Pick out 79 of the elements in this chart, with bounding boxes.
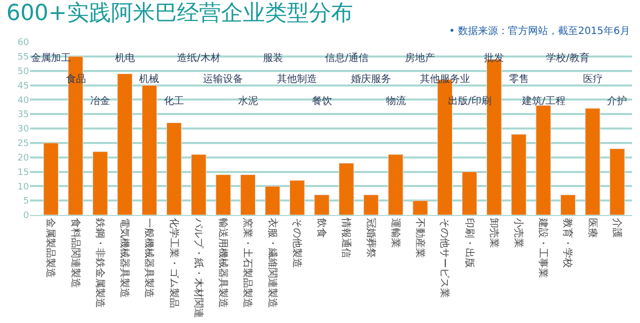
chart-title: 600+实践阿米巴经营企业类型分布 <box>6 1 353 26</box>
bar <box>462 172 478 215</box>
bar <box>412 200 428 215</box>
bar <box>216 174 231 215</box>
bar <box>314 194 330 215</box>
x-tick-label: 化学工業・ゴム製品 <box>168 218 180 308</box>
bar <box>610 148 625 215</box>
annotation: 房地产 <box>405 52 435 64</box>
y-tick-label: 50 <box>18 66 30 77</box>
annotation: 机械 <box>139 73 159 85</box>
annotation: 水泥 <box>238 95 258 107</box>
bar <box>191 154 206 215</box>
y-tick-label: 15 <box>18 168 29 178</box>
x-tick-label: その他製造 <box>290 218 303 268</box>
bar <box>166 122 182 215</box>
bar <box>117 73 132 215</box>
x-tick-label: 印刷・出版 <box>463 218 476 268</box>
annotation: 机电 <box>115 52 135 64</box>
bar <box>92 151 108 215</box>
annotation: 造纸/木材 <box>177 52 220 64</box>
y-tick-label: 25 <box>18 139 29 150</box>
y-tick-label: 40 <box>18 96 30 106</box>
annotation: 物流 <box>386 95 406 107</box>
x-tick-label: 建設・工事業 <box>537 217 550 278</box>
x-tick-label: 介護 <box>610 218 623 238</box>
x-tick-label: その他サービス業 <box>438 218 451 298</box>
annotation: 婚庆服务 <box>351 73 391 85</box>
y-tick-label: 5 <box>23 196 29 207</box>
annotation: 学校/教育 <box>546 52 590 64</box>
y-tick-label: 0 <box>23 211 30 222</box>
x-tick-label: 情報通信 <box>340 217 352 258</box>
bar <box>560 194 576 215</box>
x-tick-label: 金属製品製造 <box>44 218 57 278</box>
y-tick-label: 30 <box>18 124 30 135</box>
bar <box>264 186 280 215</box>
y-tick-label: 60 <box>18 38 30 48</box>
x-tick-label: 一般機械器具製造 <box>143 218 156 298</box>
annotation: 零售 <box>509 73 529 85</box>
x-tick-label: 電気機械器具製造 <box>118 218 131 298</box>
annotation: 运输设备 <box>203 73 243 85</box>
bar <box>363 194 379 215</box>
bar <box>43 142 59 215</box>
y-tick-label: 20 <box>18 153 30 164</box>
bar <box>511 134 526 215</box>
bar <box>338 162 354 215</box>
y-tick-label: 10 <box>18 182 30 192</box>
annotation: 其他制造 <box>277 73 317 85</box>
x-tick-label: 不動産業 <box>414 218 426 258</box>
bar <box>290 180 305 215</box>
x-tick-label: 医療 <box>586 218 598 238</box>
x-tick-label: 運輸業 <box>389 218 402 248</box>
annotation: 建筑/工程 <box>521 95 566 107</box>
annotation: 服装 <box>263 52 283 64</box>
bar <box>240 174 256 215</box>
bar <box>584 108 600 215</box>
annotation: 餐饮 <box>312 95 332 107</box>
text: • 数据来源：官方网站，截至2015年6月 <box>449 25 630 37</box>
x-tick-label: 鉄鋼・非鉄金属製造 <box>94 218 106 308</box>
x-tick-label: 輸送用機械器具製造 <box>217 218 230 308</box>
x-tick-label: 飲食 <box>316 218 328 238</box>
x-tick-label: 卸売業 <box>488 218 500 248</box>
y-tick-label: 35 <box>18 110 29 120</box>
annotation: 医疗 <box>583 73 603 85</box>
annotation: 冶金 <box>90 95 110 107</box>
bar <box>536 105 551 215</box>
x-tick-label: 食料品関連製造 <box>69 218 82 288</box>
bar <box>142 85 158 215</box>
x-tick-label: 冠婚葬祭 <box>364 218 377 258</box>
annotation: 化工 <box>164 95 184 107</box>
y-tick-label: 55 <box>18 52 29 63</box>
y-tick-label: 45 <box>18 81 29 92</box>
annotation: 介护 <box>607 95 627 107</box>
x-tick-label: 衣服・繊維関連製造 <box>266 218 278 308</box>
x-tick-label: 小売業 <box>512 218 524 248</box>
bar <box>388 154 404 215</box>
x-tick-label: 教育・学校 <box>562 218 574 268</box>
x-tick-label: パルプ・紙・木材関連 <box>192 217 204 318</box>
annotation: 信息/通信 <box>325 52 368 64</box>
x-tick-label: 窯業・土石製品製造 <box>242 218 254 308</box>
